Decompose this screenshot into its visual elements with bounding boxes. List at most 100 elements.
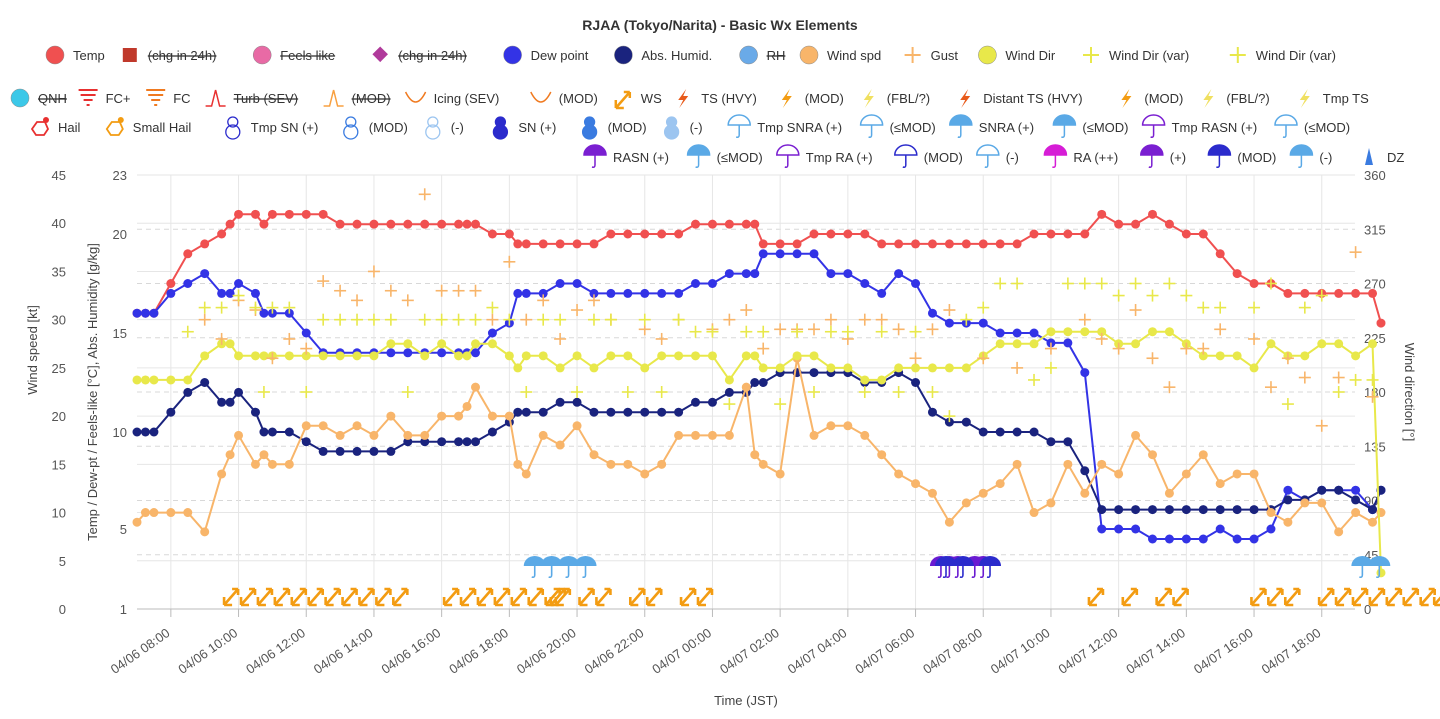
snowman-outline-navy <box>225 116 241 140</box>
point-gust <box>1163 381 1176 394</box>
point-temp <box>1029 229 1039 239</box>
point-gust <box>892 323 905 336</box>
legend-snow-body <box>343 124 359 140</box>
point-wind-dir <box>995 339 1005 349</box>
point-wind-spd <box>369 430 379 440</box>
point-temp <box>750 219 760 229</box>
point-temp <box>1148 209 1157 219</box>
snowman-outline-blue <box>343 116 359 140</box>
point-wind-dir-var- <box>486 301 499 314</box>
legend-item: (≤MOD) <box>1082 120 1128 135</box>
legend-item: (-) <box>690 120 703 135</box>
x-tick-label: 04/06 22:00 <box>582 625 647 677</box>
legend-label: (MOD) <box>559 91 598 106</box>
point-dew-point <box>1164 534 1174 544</box>
point-abs-humid- <box>1046 437 1056 447</box>
legend-umbrella-top <box>976 144 1000 156</box>
x-tick-label: 04/07 08:00 <box>920 625 985 677</box>
umbrella-handle <box>565 566 570 579</box>
point-dew-point <box>1249 534 1259 544</box>
legend-item: (≤MOD) <box>1304 120 1350 135</box>
ws-arrow <box>375 587 392 607</box>
bolt-orange-red <box>678 89 689 108</box>
legend-label: (chg in 24h) <box>398 48 467 63</box>
y-axis-title-right: Wind direction [°] <box>1402 343 1417 441</box>
point-gust <box>1248 332 1261 345</box>
point-abs-humid- <box>1215 505 1225 515</box>
rain-marker <box>935 556 958 579</box>
y-tick-left: 45 <box>52 168 66 183</box>
legend-umbrella-top <box>1052 114 1077 126</box>
legend-label: Hail <box>58 120 81 135</box>
point-gust <box>926 323 939 336</box>
legend-label: Wind Dir <box>1005 48 1056 63</box>
point-wind-dir-var- <box>232 289 245 302</box>
point-abs-humid- <box>572 397 582 407</box>
point-wind-spd <box>1232 469 1242 479</box>
point-gust <box>1349 246 1362 259</box>
point-temp <box>877 239 887 249</box>
legend-label: Wind spd <box>827 48 881 63</box>
legend-dot <box>10 88 30 108</box>
point-wind-spd <box>741 382 751 392</box>
y-tick-right: 360 <box>1364 168 1386 183</box>
point-wind-dir-var- <box>469 313 482 326</box>
point-wind-spd <box>437 411 447 421</box>
legend-turb <box>205 89 226 107</box>
point-dew-point <box>809 249 819 259</box>
point-wind-spd <box>454 411 464 421</box>
point-wind-dir-var- <box>503 313 516 326</box>
point-wind-dir-var- <box>689 325 702 338</box>
point-wind-spd <box>352 421 362 431</box>
point-gust <box>723 313 736 326</box>
point-gust <box>1197 342 1210 355</box>
point-abs-humid- <box>403 437 413 447</box>
x-tick-label: 04/07 16:00 <box>1191 625 1256 677</box>
point-wind-spd <box>843 421 853 431</box>
umbrella-canopy <box>540 556 563 566</box>
point-wind-dir-var- <box>1095 277 1108 290</box>
point-temp <box>640 229 650 239</box>
point-wind-dir-var- <box>1298 301 1311 314</box>
legend-item: (chg in 24h) <box>398 48 467 63</box>
point-wind-dir <box>259 351 269 361</box>
point-dew-point <box>572 279 582 288</box>
point-wind-dir-var- <box>1061 277 1074 290</box>
point-temp <box>944 239 954 249</box>
point-wind-dir <box>1164 327 1174 337</box>
point-wind-dir-var- <box>1078 277 1091 290</box>
ws-arrow <box>645 587 663 607</box>
legend-umbrella-top <box>727 114 751 126</box>
point-dew-point <box>792 249 802 259</box>
y-tick-left: 20 <box>52 409 66 424</box>
legend-item: (≤MOD) <box>890 120 936 135</box>
ws-marker <box>1267 587 1284 607</box>
point-gust <box>435 284 448 297</box>
point-temp <box>301 209 311 219</box>
legend-item: (MOD) <box>559 91 598 106</box>
ws-marker <box>1087 587 1105 607</box>
legend-hail <box>30 121 50 136</box>
point-wind-dir <box>606 351 616 361</box>
point-wind-dir-var- <box>808 386 820 398</box>
point-abs-humid- <box>301 437 311 447</box>
point-wind-spd <box>1249 469 1259 479</box>
point-wind-dir-var- <box>926 386 939 398</box>
tornado-orange <box>146 89 166 106</box>
umbrella-handle <box>1376 566 1381 579</box>
point-wind-dir-var- <box>198 301 211 314</box>
ws-arrow <box>459 587 477 607</box>
point-wind-dir <box>1029 339 1039 349</box>
point-wind-dir-var- <box>401 386 414 398</box>
point-wind-dir-var- <box>655 386 668 398</box>
bolt-small-orange <box>1121 89 1132 108</box>
point-temp <box>1376 318 1386 328</box>
point-wind-dir-var- <box>1248 301 1261 314</box>
ws-arrow <box>392 587 409 607</box>
point-wind-dir <box>640 363 650 373</box>
tornado-red <box>78 89 98 106</box>
legend-item: RASN (+) <box>613 150 669 165</box>
point-abs-humid- <box>284 427 294 437</box>
legend-umbrella-handle <box>957 125 962 138</box>
legend-umbrella-handle <box>1150 125 1155 138</box>
